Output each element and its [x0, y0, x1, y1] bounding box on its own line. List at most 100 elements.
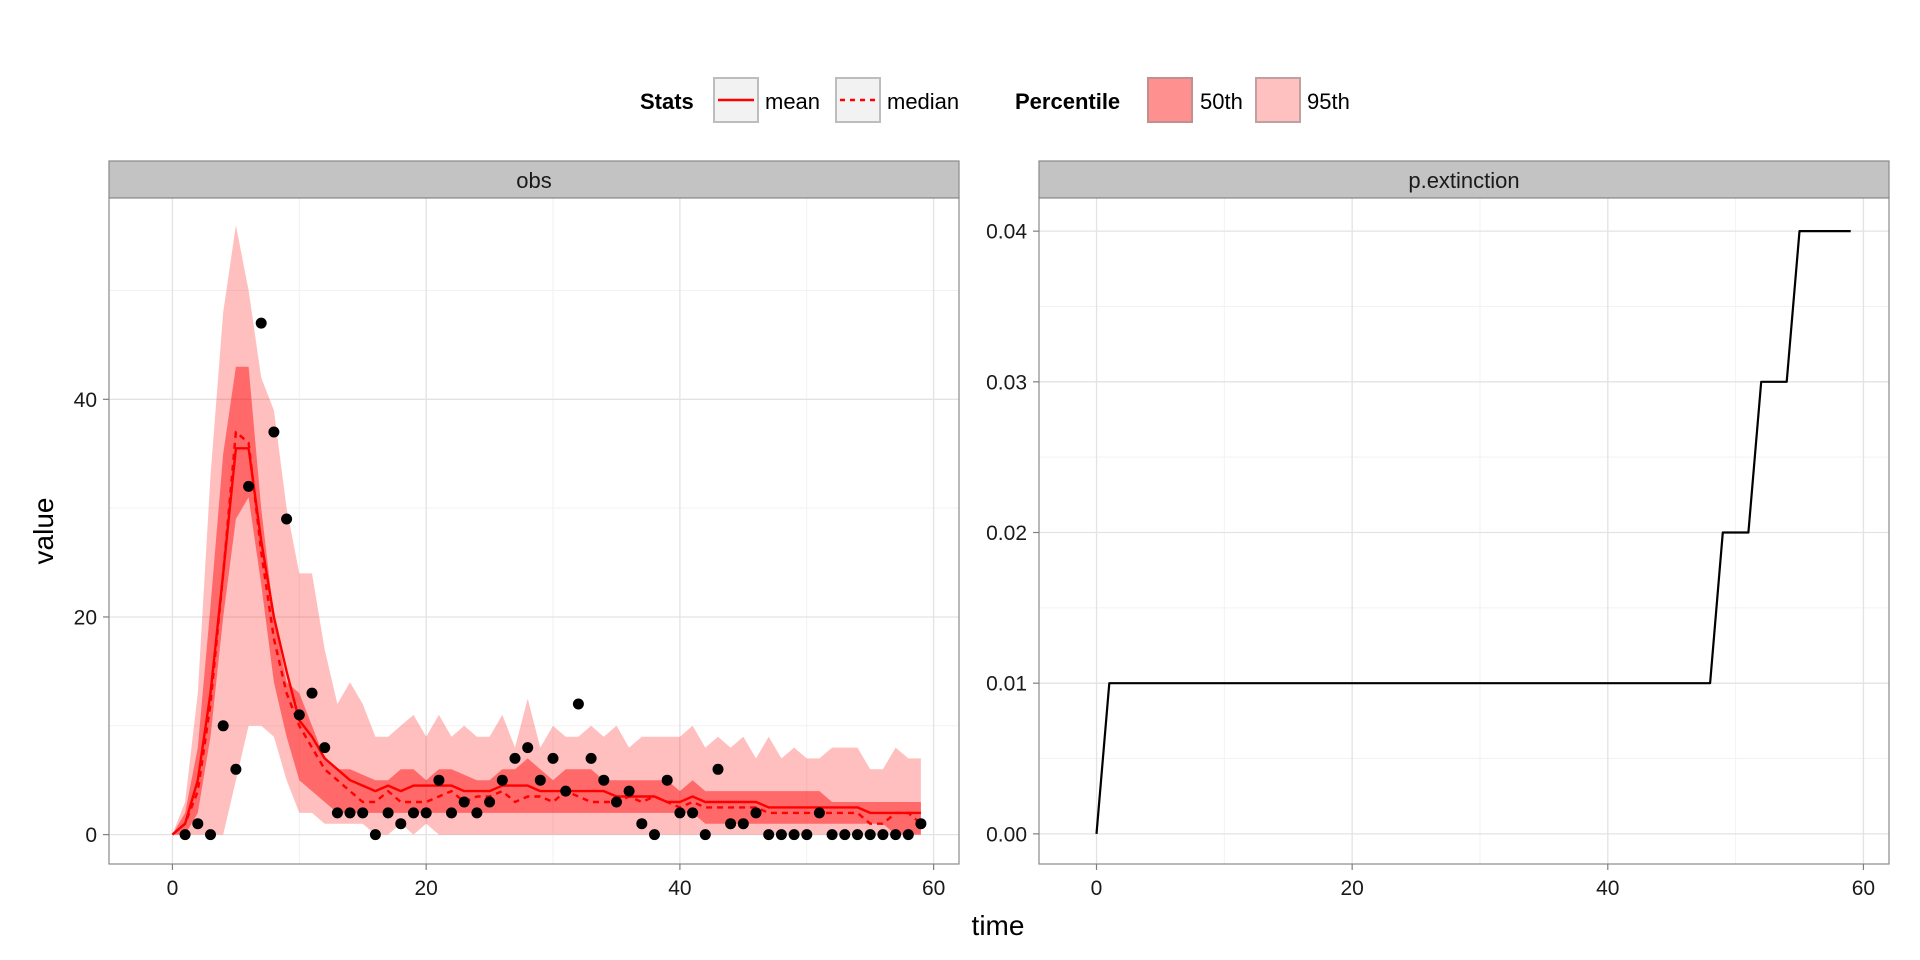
obs-point [331, 807, 343, 819]
legend: Stats mean median Percentile 50th 95th [640, 77, 1350, 123]
x-tick-label: 20 [1340, 877, 1363, 900]
series-line-p-extinction [1095, 230, 1851, 834]
obs-point [750, 807, 762, 819]
obs-point [737, 818, 749, 830]
obs-point [852, 829, 863, 841]
grid-obs [109, 198, 959, 864]
y-ticks-obs: 0 20 40 [74, 389, 109, 847]
legend-label-mean: mean [765, 89, 820, 114]
strip-p-extinction [1038, 160, 1890, 199]
x-tick-label: 60 [1852, 877, 1875, 900]
y-axis-title: value [28, 498, 59, 565]
x-ticks-obs: 0 20 40 60 [167, 864, 945, 900]
obs-point [420, 807, 432, 819]
grid-p-extinction [1039, 198, 1889, 864]
obs-point [306, 687, 318, 699]
x-ticks-p-extinction: 0 20 40 60 [1091, 864, 1875, 900]
x-tick-label: 40 [668, 877, 691, 900]
obs-point [763, 829, 775, 841]
y-tick-label: 40 [74, 389, 97, 412]
obs-point [205, 829, 216, 841]
y-tick-label: 20 [74, 606, 97, 629]
legend-key-95th [1255, 77, 1301, 123]
obs-point [369, 829, 381, 841]
panel-obs: obs 0 20 40 60 0 20 40 [74, 160, 960, 900]
plot-background [109, 198, 959, 864]
plot-background [1039, 198, 1889, 864]
obs-point [585, 752, 597, 764]
panel-p-extinction: p.extinction 0 20 40 60 0.000.010.020.030.0… [986, 160, 1890, 900]
obs-point [839, 829, 851, 841]
y-tick-label: 0 [85, 824, 97, 847]
obs-point [801, 829, 813, 841]
obs-point [534, 774, 546, 786]
obs-point [281, 513, 293, 525]
obs-point [217, 720, 229, 732]
panel-border-obs [108, 197, 960, 865]
obs-point [433, 774, 445, 786]
x-tick-label: 40 [1596, 877, 1619, 900]
legend-key-50th [1147, 77, 1193, 123]
obs-point [598, 774, 610, 786]
obs-point [788, 829, 800, 841]
series-line-median [171, 430, 922, 836]
obs-point [902, 829, 914, 841]
legend-key-median [835, 77, 881, 123]
obs-point [357, 807, 369, 819]
strip-label-obs: obs [516, 168, 551, 193]
obs-point [293, 709, 305, 721]
obs-point [775, 829, 787, 841]
y-tick-label: 0.00 [986, 823, 1027, 846]
strip-obs [108, 160, 960, 199]
obs-point [496, 774, 508, 786]
obs-point [547, 752, 559, 764]
legend-label-median: median [887, 89, 959, 114]
obs-point [382, 807, 394, 819]
legend-title-percentile: Percentile [1015, 89, 1120, 114]
obs-point [484, 796, 496, 808]
x-tick-label: 60 [922, 877, 945, 900]
obs-point [813, 807, 825, 819]
obs-point [446, 807, 457, 819]
legend-label-95th: 95th [1307, 89, 1350, 114]
obs-point [344, 807, 356, 819]
obs-point [319, 742, 331, 754]
strip-label-p-extinction: p.extinction [1408, 168, 1519, 193]
obs-point [255, 317, 267, 329]
y-tick-label: 0.03 [986, 371, 1027, 394]
obs-point [649, 829, 660, 841]
legend-label-50th: 50th [1200, 89, 1243, 114]
obs-point [611, 796, 622, 808]
x-tick-label: 20 [414, 877, 437, 900]
y-ticks-p-extinction: 0.00 0.01 0.02 0.03 0.04 [986, 221, 1039, 846]
y-tick-label: 0.01 [986, 673, 1027, 696]
percentile-bands-obs [172, 225, 921, 835]
y-tick-label: 0.04 [986, 221, 1027, 244]
x-axis-title: time [972, 910, 1025, 941]
band-95th [172, 225, 921, 835]
line-p-extinction [1095, 230, 1851, 834]
obs-point [674, 807, 686, 819]
obs-point [687, 807, 699, 819]
obs-point [623, 785, 635, 797]
obs-point [268, 426, 280, 438]
obs-point [560, 785, 572, 797]
band-50th [172, 366, 921, 835]
legend-key-mean [713, 77, 759, 123]
obs-point [661, 774, 673, 786]
obs-point [408, 807, 419, 819]
obs-point [699, 829, 711, 841]
obs-point [192, 818, 204, 830]
x-tick-label: 0 [167, 877, 179, 900]
obs-point [572, 698, 584, 710]
obs-point [864, 829, 876, 841]
obs-point [230, 763, 242, 775]
obs-point [890, 829, 902, 841]
obs-point [636, 818, 648, 830]
obs-point [877, 829, 889, 841]
obs-point [179, 829, 191, 841]
obs-point [915, 818, 927, 830]
observed-points [179, 317, 927, 841]
obs-point [471, 807, 483, 819]
